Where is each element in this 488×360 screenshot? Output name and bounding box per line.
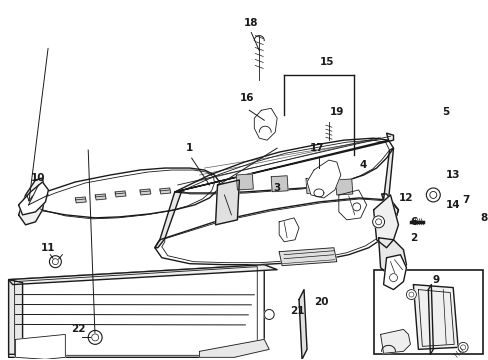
Polygon shape bbox=[306, 160, 340, 198]
Polygon shape bbox=[174, 138, 393, 193]
Circle shape bbox=[426, 188, 439, 202]
Polygon shape bbox=[140, 189, 151, 195]
Polygon shape bbox=[254, 108, 277, 140]
Text: 19: 19 bbox=[329, 107, 344, 117]
Polygon shape bbox=[412, 285, 457, 349]
Text: 11: 11 bbox=[41, 243, 56, 253]
Polygon shape bbox=[383, 255, 406, 289]
Polygon shape bbox=[16, 334, 65, 359]
Circle shape bbox=[406, 289, 416, 300]
Text: 9: 9 bbox=[432, 275, 439, 285]
Circle shape bbox=[389, 274, 397, 282]
Text: 13: 13 bbox=[445, 170, 460, 180]
Text: 2: 2 bbox=[409, 233, 416, 243]
Text: 4: 4 bbox=[359, 160, 366, 170]
Polygon shape bbox=[199, 339, 269, 357]
Circle shape bbox=[457, 342, 467, 352]
Polygon shape bbox=[115, 191, 126, 197]
Text: 1: 1 bbox=[185, 143, 193, 153]
Polygon shape bbox=[236, 174, 253, 190]
Polygon shape bbox=[19, 182, 48, 215]
Circle shape bbox=[429, 192, 436, 198]
Text: 21: 21 bbox=[289, 306, 304, 316]
Text: 3: 3 bbox=[273, 183, 280, 193]
Polygon shape bbox=[155, 191, 182, 248]
Circle shape bbox=[52, 259, 58, 265]
Polygon shape bbox=[380, 329, 409, 353]
Polygon shape bbox=[155, 198, 398, 265]
Text: 15: 15 bbox=[319, 58, 333, 67]
Text: 12: 12 bbox=[398, 193, 413, 203]
Polygon shape bbox=[271, 176, 287, 192]
Polygon shape bbox=[215, 180, 239, 225]
Text: 14: 14 bbox=[445, 200, 460, 210]
Circle shape bbox=[460, 345, 465, 350]
Polygon shape bbox=[305, 177, 322, 193]
Circle shape bbox=[49, 256, 61, 268]
Text: 18: 18 bbox=[244, 18, 258, 28]
Circle shape bbox=[408, 292, 413, 297]
Bar bbox=[373, 270, 482, 354]
Text: 17: 17 bbox=[309, 143, 324, 153]
Circle shape bbox=[352, 203, 360, 211]
Text: 6: 6 bbox=[410, 217, 417, 227]
Text: 10: 10 bbox=[31, 173, 46, 183]
Text: 5: 5 bbox=[442, 107, 449, 117]
Polygon shape bbox=[427, 285, 432, 354]
Polygon shape bbox=[95, 194, 106, 200]
Polygon shape bbox=[9, 265, 277, 285]
Text: 8: 8 bbox=[479, 213, 487, 223]
Polygon shape bbox=[19, 178, 45, 225]
Polygon shape bbox=[9, 265, 264, 357]
Circle shape bbox=[375, 219, 381, 225]
Text: 20: 20 bbox=[313, 297, 327, 306]
Polygon shape bbox=[9, 280, 22, 354]
Polygon shape bbox=[381, 148, 398, 225]
Text: 16: 16 bbox=[240, 93, 254, 103]
Circle shape bbox=[264, 310, 274, 319]
Polygon shape bbox=[174, 133, 393, 192]
Polygon shape bbox=[335, 179, 352, 195]
Polygon shape bbox=[75, 197, 86, 203]
Polygon shape bbox=[20, 168, 219, 218]
Text: 22: 22 bbox=[71, 324, 85, 334]
Text: 7: 7 bbox=[462, 195, 469, 205]
Polygon shape bbox=[299, 289, 306, 359]
Polygon shape bbox=[373, 195, 398, 248]
Circle shape bbox=[92, 334, 99, 341]
Polygon shape bbox=[279, 248, 336, 266]
Polygon shape bbox=[378, 238, 406, 278]
Circle shape bbox=[88, 330, 102, 345]
Circle shape bbox=[372, 216, 384, 228]
Polygon shape bbox=[160, 188, 170, 194]
